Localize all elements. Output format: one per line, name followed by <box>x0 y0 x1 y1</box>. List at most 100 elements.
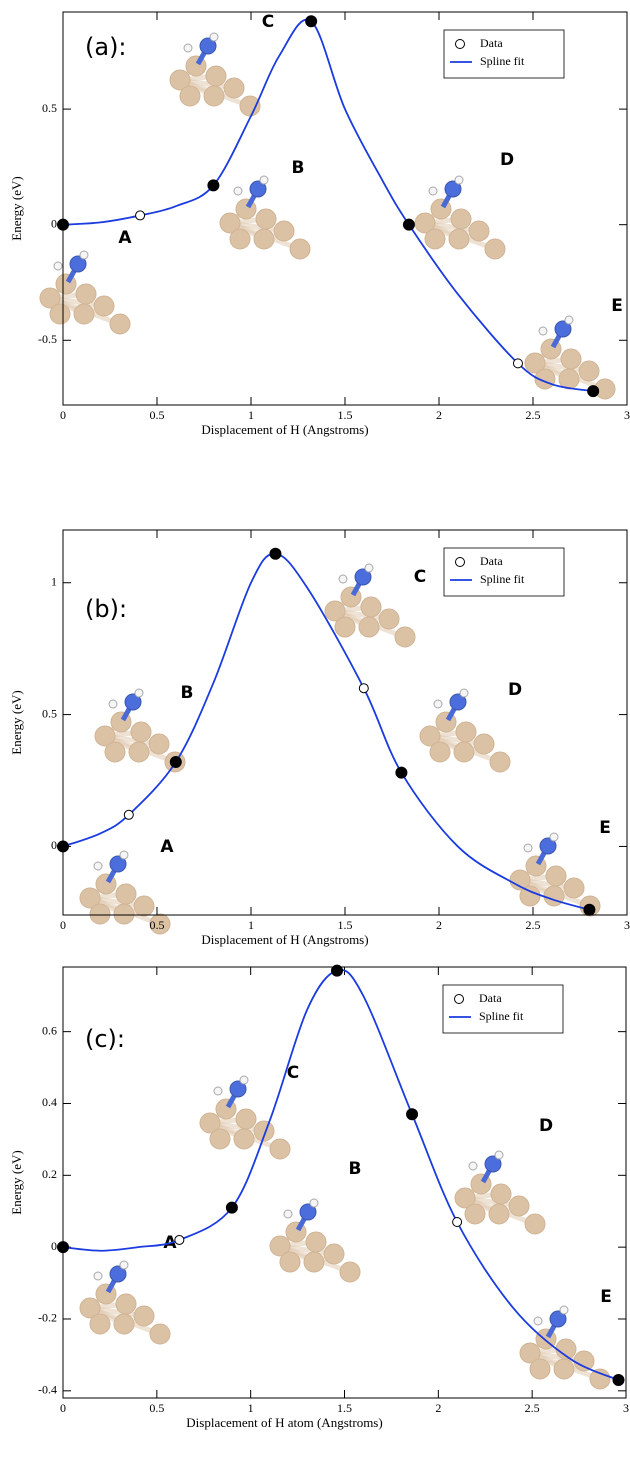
data-point <box>358 683 369 694</box>
carbon-atom <box>75 283 97 305</box>
molecule <box>79 1260 171 1345</box>
data-point <box>57 1241 69 1254</box>
annotation: A <box>118 228 132 248</box>
annotation: D <box>500 150 514 170</box>
panel-label: (c): <box>85 1025 125 1053</box>
y-tick-label: 0 <box>51 1239 57 1253</box>
x-tick-label: 1 <box>248 1401 254 1415</box>
nitrogen-atom <box>484 1155 502 1173</box>
carbon-atom <box>429 741 451 763</box>
hydrogen-atom <box>549 832 559 842</box>
carbon-atom <box>455 721 477 743</box>
nitrogen-atom <box>124 693 142 711</box>
carbon-atom <box>378 608 400 630</box>
molecule <box>39 250 131 335</box>
legend-box <box>443 29 565 79</box>
carbon-atom <box>223 77 245 99</box>
carbon-atom <box>39 287 61 309</box>
molecule <box>454 1150 546 1235</box>
carbon-atom <box>49 303 71 325</box>
carbon-atom <box>578 360 600 382</box>
molecule <box>199 1075 291 1160</box>
y-tick-label: 0.5 <box>42 706 57 720</box>
carbon-atom <box>255 208 277 230</box>
annotation: D <box>508 680 522 700</box>
hydrogen-atom <box>468 1161 478 1171</box>
carbon-atom <box>453 741 475 763</box>
hydrogen-atom <box>119 850 129 860</box>
carbon-atom <box>235 1108 257 1130</box>
carbon-atom <box>115 1293 137 1315</box>
hydrogen-atom <box>338 574 348 584</box>
carbon-atom <box>560 348 582 370</box>
carbon-atom <box>269 1138 291 1160</box>
annotation: C <box>287 1063 299 1083</box>
carbon-atom <box>450 208 472 230</box>
molecule <box>324 563 416 648</box>
y-tick-label: 0.5 <box>42 101 57 115</box>
nitrogen-atom <box>354 568 372 586</box>
annotation: B <box>181 683 194 703</box>
data-point <box>269 547 282 560</box>
y-tick-label: 0.6 <box>42 1023 57 1037</box>
carbon-atom <box>545 865 567 887</box>
x-tick-label: 2 <box>436 918 442 932</box>
annotation: C <box>414 567 426 587</box>
carbon-atom <box>414 212 436 234</box>
carbon-atom <box>289 238 311 260</box>
hydrogen-atom <box>428 186 438 196</box>
molecule <box>414 175 506 260</box>
carbon-atom <box>524 352 546 374</box>
x-tick-label: 2 <box>435 1401 441 1415</box>
carbon-atom <box>303 1251 325 1273</box>
carbon-atom <box>419 725 441 747</box>
x-tick-label: 2.5 <box>526 918 541 932</box>
carbon-atom <box>524 1213 546 1235</box>
carbon-atom <box>94 725 116 747</box>
annotation: D <box>539 1116 553 1136</box>
carbon-atom <box>394 626 416 648</box>
carbon-atom <box>104 741 126 763</box>
carbon-atom <box>358 616 380 638</box>
carbon-atom <box>519 885 541 907</box>
carbon-atom <box>589 1368 611 1390</box>
hydrogen-atom <box>494 1150 504 1160</box>
nitrogen-atom <box>69 255 87 273</box>
carbon-atom <box>233 1128 255 1150</box>
carbon-atom <box>113 903 135 925</box>
x-tick-label: 0 <box>60 1401 66 1415</box>
carbon-atom <box>323 1243 345 1265</box>
carbon-atom <box>89 1313 111 1335</box>
hydrogen-atom <box>108 699 118 709</box>
data-point <box>207 179 220 192</box>
carbon-atom <box>269 1235 291 1257</box>
x-tick-label: 2 <box>436 408 442 422</box>
nitrogen-atom <box>109 1265 127 1283</box>
x-tick-label: 2.5 <box>525 1401 540 1415</box>
hydrogen-atom <box>213 1086 223 1096</box>
hydrogen-atom <box>79 250 89 260</box>
hydrogen-atom <box>454 175 464 185</box>
carbon-atom <box>253 228 275 250</box>
annotation: A <box>160 837 174 857</box>
hydrogen-atom <box>559 1305 569 1315</box>
carbon-atom <box>113 1313 135 1335</box>
hydrogen-atom <box>239 1075 249 1085</box>
carbon-atom <box>133 895 155 917</box>
legend-marker <box>455 557 465 567</box>
nitrogen-atom <box>299 1203 317 1221</box>
nitrogen-atom <box>554 320 572 338</box>
data-point <box>135 210 146 221</box>
carbon-atom <box>73 303 95 325</box>
carbon-atom <box>334 616 356 638</box>
carbon-atom <box>473 733 495 755</box>
y-tick-label: -0.2 <box>38 1311 57 1325</box>
nitrogen-atom <box>449 693 467 711</box>
carbon-atom <box>490 1183 512 1205</box>
carbon-atom <box>424 228 446 250</box>
data-point <box>583 903 596 916</box>
legend-label: Data <box>479 991 502 1005</box>
carbon-atom <box>553 1358 575 1380</box>
carbon-atom <box>219 212 241 234</box>
x-tick-label: 0.5 <box>150 408 165 422</box>
